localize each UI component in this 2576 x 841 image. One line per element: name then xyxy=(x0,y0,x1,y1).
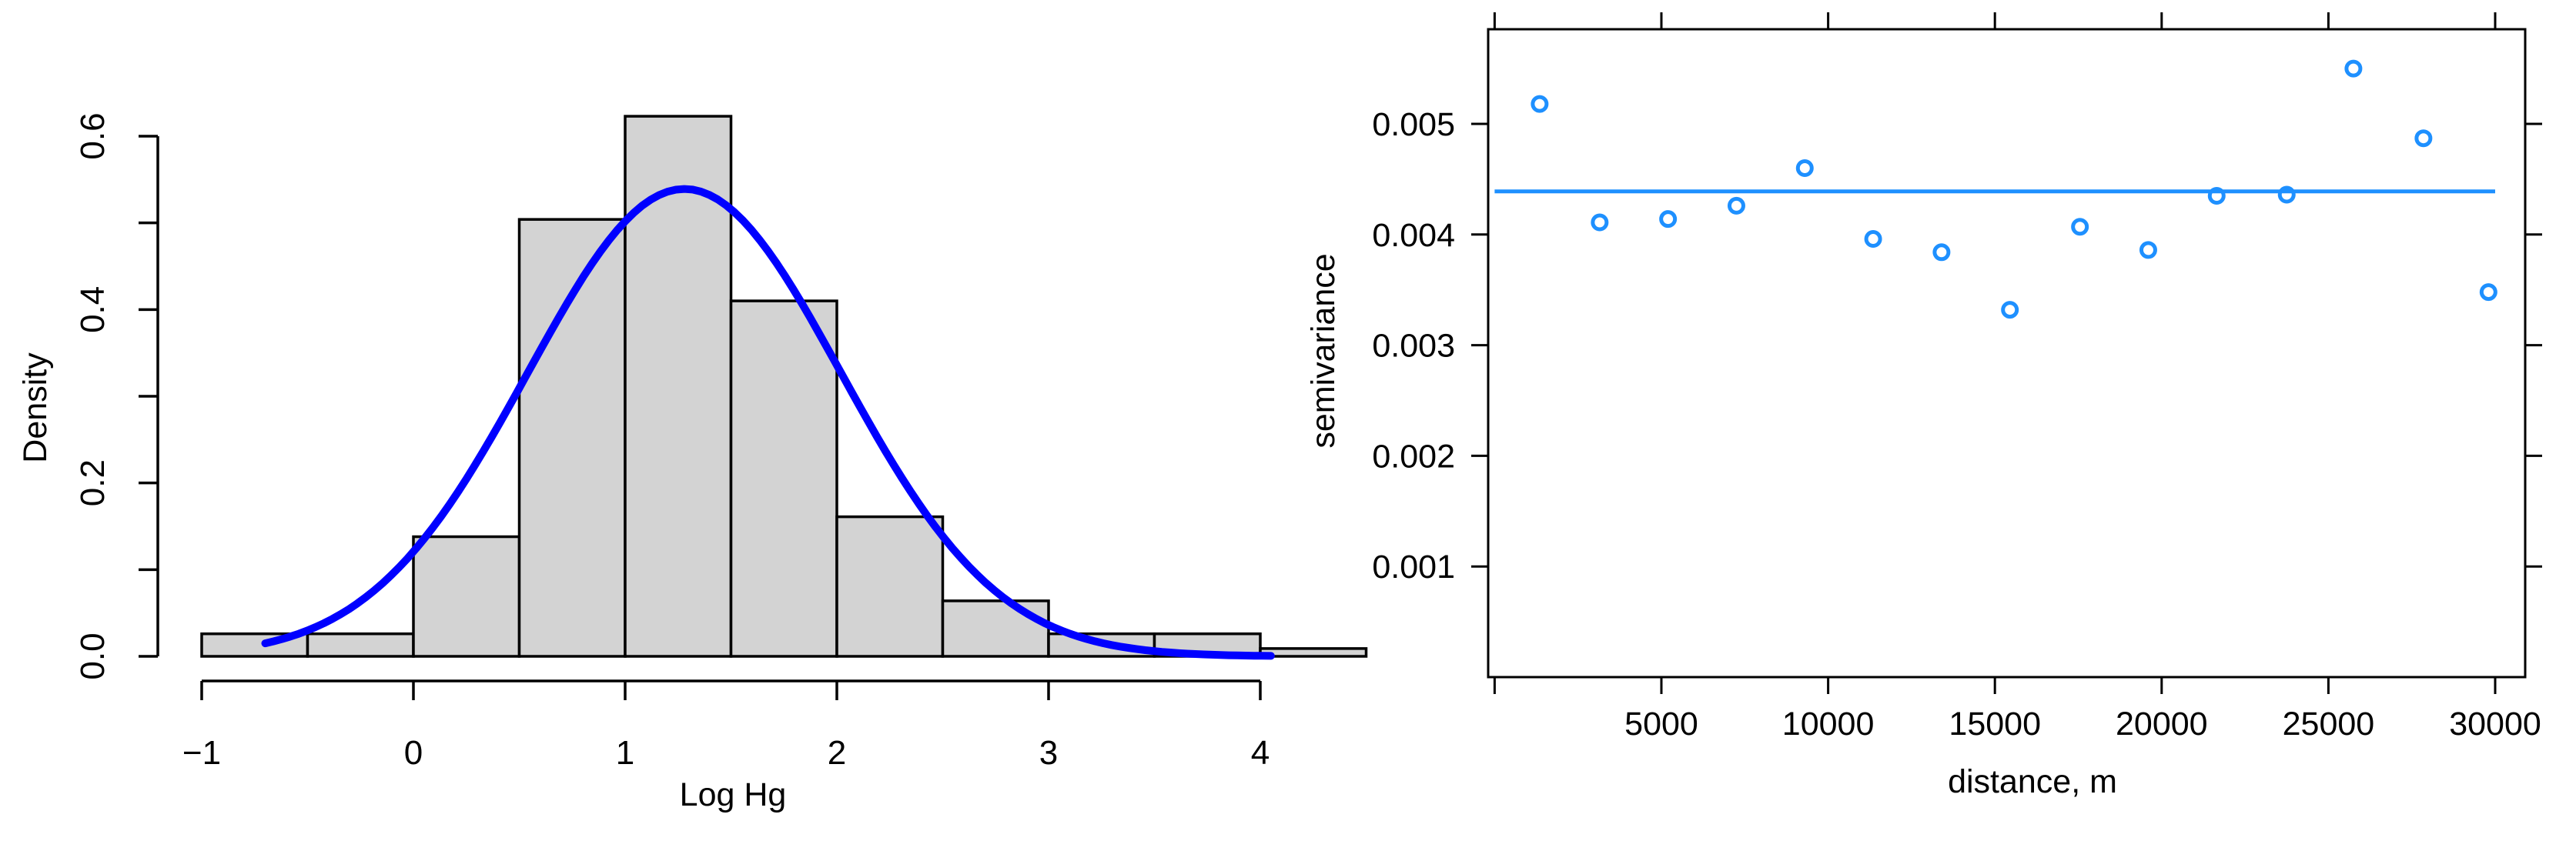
semivariogram-x-tick-label: 15000 xyxy=(1949,706,2041,743)
semivariogram-y-tick-label: 0.001 xyxy=(1372,549,1455,586)
semivariogram-y-tick-label: 0.002 xyxy=(1372,438,1455,475)
histogram-x-tick-label: 0 xyxy=(404,734,423,772)
semivariance-point xyxy=(1864,230,1882,249)
semivariogram-x-tick-label: 10000 xyxy=(1782,706,1875,743)
semivariogram-x-tick-label: 5000 xyxy=(1624,706,1698,743)
semivariance-point xyxy=(1531,95,1549,113)
histogram-bar xyxy=(941,599,1050,658)
semivariance-point xyxy=(1659,210,1678,229)
histogram-bar xyxy=(306,632,415,658)
histogram-panel: −1 0 1 2 3 4 0.0 0.2 0.4 0.6 xyxy=(74,112,1368,772)
semivariogram-plot-frame xyxy=(1487,28,2527,679)
histogram-y-tick-label: 0.2 xyxy=(74,459,112,506)
semivariance-point xyxy=(1727,196,1745,215)
semivariance-point xyxy=(2139,241,2157,259)
semivariance-point xyxy=(2001,301,2019,319)
histogram-x-tick-label: 4 xyxy=(1251,734,1270,772)
histogram-y-axis-label: Density xyxy=(17,352,54,463)
histogram-y-tick-label: 0.6 xyxy=(74,112,112,159)
semivariance-point xyxy=(2071,218,2089,236)
histogram-y-tick-label: 0.0 xyxy=(74,632,112,679)
semivariance-point xyxy=(2207,186,2226,205)
histogram-x-tick-label: 3 xyxy=(1039,734,1058,772)
histogram-x-tick-label: −1 xyxy=(182,734,221,772)
histogram-x-tick-label: 2 xyxy=(828,734,846,772)
semivariance-point xyxy=(1795,159,1814,178)
histogram-bar xyxy=(517,218,627,658)
semivariance-point xyxy=(1591,213,1609,232)
semivariogram-x-axis-label: distance, m xyxy=(1948,763,2117,800)
semivariance-point xyxy=(2277,185,2296,204)
histogram-x-axis-label: Log Hg xyxy=(680,776,787,813)
semivariance-point xyxy=(1932,243,1951,262)
histogram-bar xyxy=(729,299,838,658)
semivariogram-x-tick-label: 20000 xyxy=(2116,706,2208,743)
semivariogram-x-tick-label: 30000 xyxy=(2449,706,2541,743)
histogram-bar xyxy=(1259,647,1368,658)
semivariance-point xyxy=(2414,129,2433,148)
semivariance-point xyxy=(2344,59,2363,78)
semivariogram-x-tick-label: 25000 xyxy=(2283,706,2375,743)
semivariance-point xyxy=(2479,283,2497,302)
semivariogram-y-tick-label: 0.003 xyxy=(1372,328,1455,365)
histogram-x-tick-label: 1 xyxy=(616,734,634,772)
semivariogram-panel: 5000 10000 15000 20000 25000 30000 0.001 0.002 0… xyxy=(1372,12,2542,743)
semivariogram-y-axis-label: semivariance xyxy=(1305,253,1342,448)
histogram-y-tick-label: 0.4 xyxy=(74,286,112,333)
semivariogram-y-tick-label: 0.005 xyxy=(1372,106,1455,143)
histogram-bar xyxy=(835,515,945,658)
semivariogram-y-tick-label: 0.004 xyxy=(1372,217,1455,254)
density-curve xyxy=(261,185,1275,660)
histogram-bar xyxy=(412,535,521,658)
